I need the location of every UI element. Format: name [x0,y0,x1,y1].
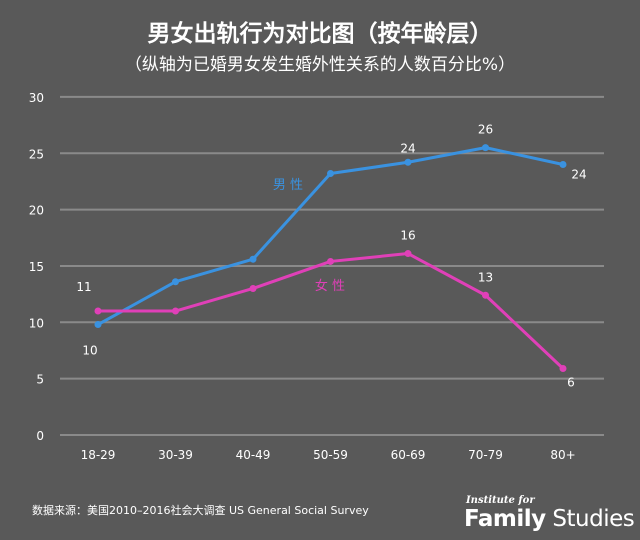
data-label: 13 [478,270,493,284]
logo-family-studies: Family Studies [464,506,635,532]
data-source: 数据来源：美国2010–2016社会大调查 US General Social … [32,504,369,517]
x-tick-label: 60-69 [391,448,426,462]
data-label: 10 [82,344,97,358]
data-label: 6 [567,376,575,390]
y-tick-label: 10 [29,316,44,330]
x-tick-label: 80+ [550,448,575,462]
data-point [327,257,334,265]
y-tick-label: 5 [36,373,44,387]
data-point [482,144,489,152]
logo-family: Family [464,506,546,532]
series-label-female: 女 性 [315,278,345,294]
x-tick-label: 40-49 [236,448,271,462]
data-point [404,250,412,258]
data-label: 16 [400,229,415,243]
x-tick-label: 50-59 [313,448,348,462]
chart-subtitle: （纵轴为已婚男女发生婚外性关系的人数百分比%） [124,55,516,75]
data-point [249,255,257,263]
data-label: 24 [400,141,415,155]
data-point [94,321,102,329]
logo-studies: Studies [545,506,635,532]
y-tick-label: 30 [29,91,44,105]
y-tick-label: 20 [29,204,44,218]
series-line-female [98,252,565,370]
data-point [482,291,489,299]
data-point [559,161,567,169]
data-point [172,278,179,286]
logo-institute-for: Institute for [466,495,535,506]
y-tick-label: 0 [36,429,44,443]
y-tick-label: 25 [29,147,44,161]
data-point [559,365,567,373]
data-label: 11 [76,280,91,294]
data-label: 26 [478,123,493,137]
chart-title: 男女出轨行为对比图（按年龄层） [147,21,493,47]
series-label-male: 男 性 [273,178,303,193]
x-tick-label: 30-39 [158,448,193,462]
data-point [249,284,257,292]
data-point [404,158,412,166]
x-tick-label: 70-79 [468,448,503,462]
data-point [327,170,334,178]
data-label: 24 [571,168,586,182]
x-tick-label: 18-29 [81,448,116,462]
y-tick-label: 15 [29,260,44,274]
data-point [94,307,102,315]
data-point [172,307,179,315]
